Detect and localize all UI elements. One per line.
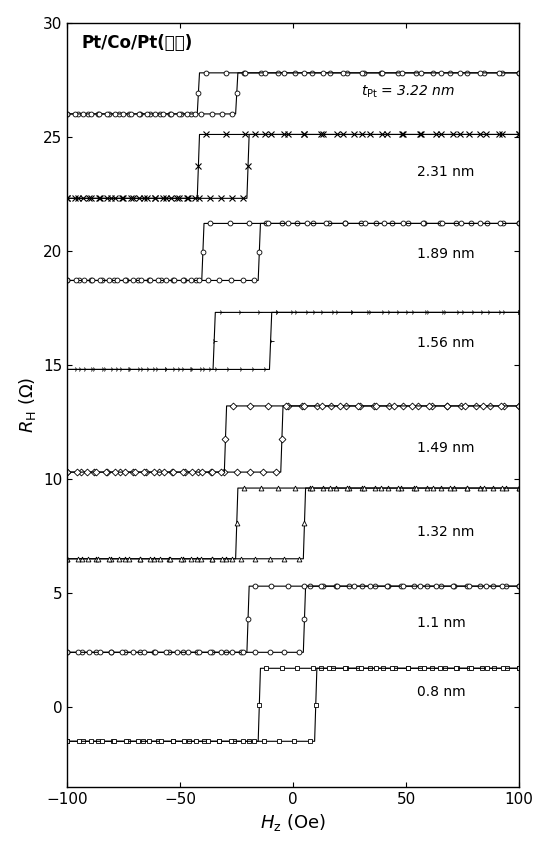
Text: 1.56 nm: 1.56 nm xyxy=(417,336,475,349)
X-axis label: $H_{\rm z}$ (Oe): $H_{\rm z}$ (Oe) xyxy=(260,813,326,833)
Text: 1.32 nm: 1.32 nm xyxy=(417,525,475,539)
Text: 0.8 nm: 0.8 nm xyxy=(417,684,466,699)
Text: 1.89 nm: 1.89 nm xyxy=(417,246,475,261)
Text: Pt/Co/Pt(楔形): Pt/Co/Pt(楔形) xyxy=(81,34,192,52)
Text: 1.49 nm: 1.49 nm xyxy=(417,440,475,455)
Text: $t_{\rm Pt}$ = 3.22 nm: $t_{\rm Pt}$ = 3.22 nm xyxy=(361,83,455,100)
Text: 1.1 nm: 1.1 nm xyxy=(417,616,466,630)
Y-axis label: $R_{\rm H}$ ($\Omega$): $R_{\rm H}$ ($\Omega$) xyxy=(16,377,37,433)
Text: 2.31 nm: 2.31 nm xyxy=(417,165,475,178)
